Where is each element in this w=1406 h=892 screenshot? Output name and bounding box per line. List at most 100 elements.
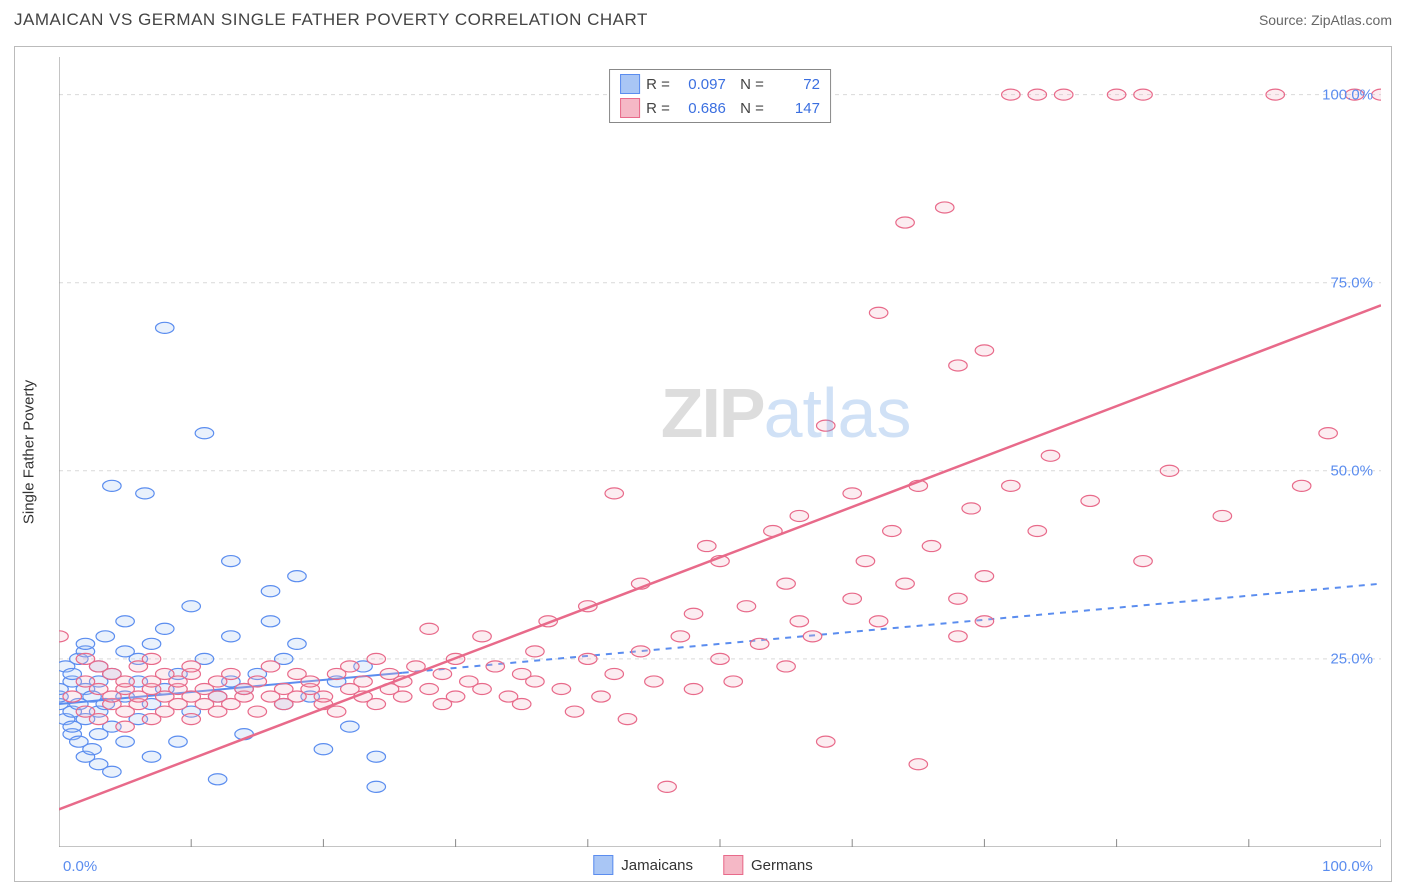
stats-text: 147: [770, 100, 820, 117]
data-point: [922, 541, 941, 552]
data-point: [790, 616, 809, 627]
legend-label: Jamaicans: [621, 857, 693, 874]
data-point: [1041, 450, 1060, 461]
data-point: [526, 646, 545, 657]
stats-text: R =: [646, 76, 670, 93]
data-point: [341, 721, 360, 732]
data-point: [63, 691, 82, 702]
data-point: [116, 721, 135, 732]
data-point: [208, 774, 227, 785]
chart-title: JAMAICAN VS GERMAN SINGLE FATHER POVERTY…: [14, 10, 648, 30]
data-point: [869, 307, 888, 318]
data-point: [1292, 480, 1311, 491]
data-point: [777, 578, 796, 589]
data-point: [367, 653, 386, 664]
stats-text: 72: [770, 76, 820, 93]
data-point: [1319, 428, 1338, 439]
data-point: [1002, 89, 1021, 100]
data-point: [1028, 525, 1047, 536]
data-point: [89, 714, 108, 725]
scatter-plot-svg: [59, 57, 1381, 847]
y-axis-label: Single Father Poverty: [21, 380, 38, 524]
data-point: [76, 638, 95, 649]
data-point: [949, 593, 968, 604]
data-point: [182, 661, 201, 672]
data-point: [195, 428, 214, 439]
data-point: [909, 759, 928, 770]
stats-swatch: [620, 74, 640, 94]
data-point: [222, 631, 241, 642]
data-point: [645, 676, 664, 687]
legend-item: Germans: [723, 855, 813, 875]
data-point: [1134, 556, 1153, 567]
data-point: [169, 736, 188, 747]
y-tick-label: 50.0%: [1330, 462, 1373, 479]
data-point: [975, 571, 994, 582]
data-point: [737, 601, 756, 612]
data-point: [684, 683, 703, 694]
data-point: [446, 691, 465, 702]
data-point: [777, 661, 796, 672]
data-point: [136, 488, 155, 499]
data-point: [605, 668, 624, 679]
stats-row: R =0.686 N =147: [614, 96, 826, 120]
data-point: [592, 691, 611, 702]
data-point: [288, 571, 307, 582]
data-point: [803, 631, 822, 642]
data-point: [327, 706, 346, 717]
data-point: [1160, 465, 1179, 476]
data-point: [843, 593, 862, 604]
stats-row: R =0.097 N =72: [614, 72, 826, 96]
data-point: [711, 653, 730, 664]
data-point: [248, 706, 267, 717]
data-point: [1002, 480, 1021, 491]
data-point: [420, 683, 439, 694]
data-point: [512, 699, 531, 710]
data-point: [83, 744, 102, 755]
data-point: [671, 631, 690, 642]
data-point: [367, 699, 386, 710]
data-point: [314, 744, 333, 755]
data-point: [843, 488, 862, 499]
data-point: [116, 616, 135, 627]
data-point: [631, 646, 650, 657]
data-point: [1107, 89, 1126, 100]
data-point: [817, 420, 836, 431]
data-point: [565, 706, 584, 717]
data-point: [1213, 510, 1232, 521]
data-point: [222, 556, 241, 567]
legend-swatch: [593, 855, 613, 875]
data-point: [103, 480, 122, 491]
data-point: [856, 556, 875, 567]
data-point: [354, 676, 373, 687]
data-point: [869, 616, 888, 627]
data-point: [156, 623, 175, 634]
data-point: [261, 661, 280, 672]
data-point: [367, 751, 386, 762]
data-point: [684, 608, 703, 619]
legend-label: Germans: [751, 857, 813, 874]
data-point: [724, 676, 743, 687]
stats-text: N =: [732, 100, 764, 117]
data-point: [526, 676, 545, 687]
data-point: [883, 525, 902, 536]
source-prefix: Source:: [1259, 12, 1311, 28]
data-point: [301, 676, 320, 687]
legend-item: Jamaicans: [593, 855, 693, 875]
data-point: [433, 668, 452, 679]
data-point: [949, 360, 968, 371]
data-point: [1134, 89, 1153, 100]
data-point: [420, 623, 439, 634]
data-point: [949, 631, 968, 642]
x-axis-min-label: 0.0%: [63, 858, 97, 875]
data-point: [142, 751, 161, 762]
stats-text: N =: [732, 76, 764, 93]
data-point: [1372, 89, 1381, 100]
data-point: [750, 638, 769, 649]
bottom-legend: Jamaicans Germans: [593, 855, 812, 875]
chart-frame: Single Father Poverty ZIPatlas R =0.097 …: [14, 46, 1392, 882]
data-point: [142, 653, 161, 664]
data-point: [658, 781, 677, 792]
data-point: [473, 683, 492, 694]
data-point: [96, 631, 115, 642]
